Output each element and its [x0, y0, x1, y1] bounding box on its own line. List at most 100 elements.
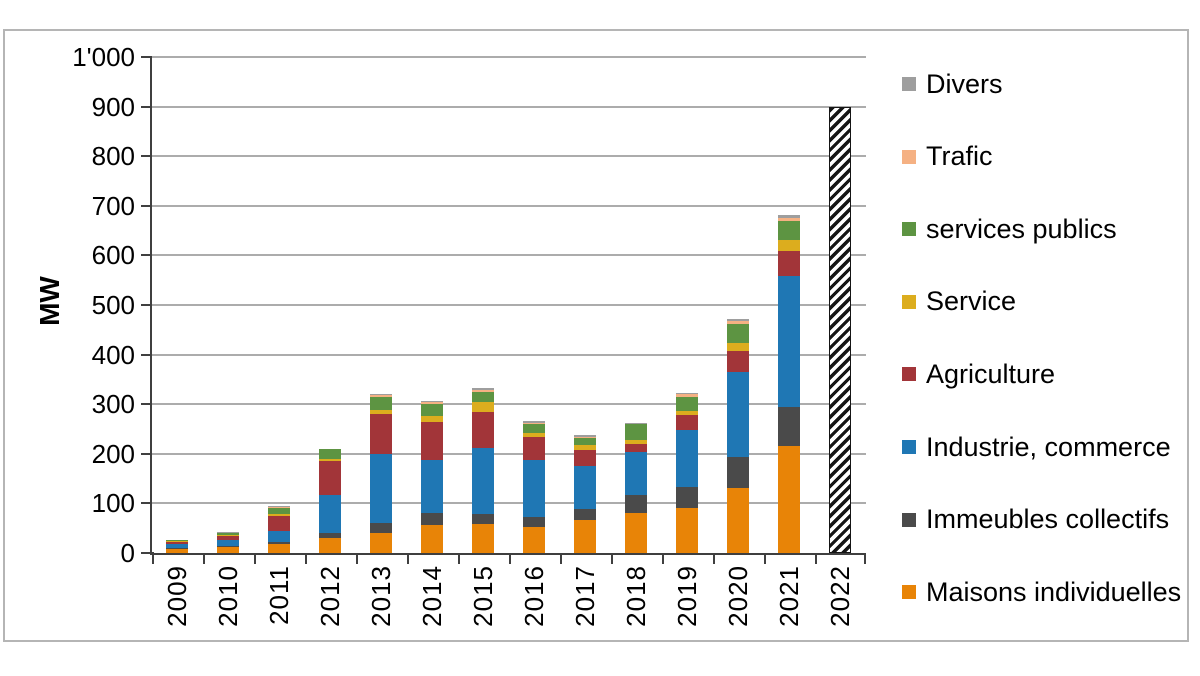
x-axis-year-text: 2013 [366, 565, 396, 627]
x-axis-tick [815, 555, 817, 564]
bar-segment-2014 [421, 416, 443, 423]
bar-segment-2018 [625, 513, 647, 553]
x-axis-tick [203, 555, 205, 564]
bar-segment-2011 [268, 541, 290, 545]
bar-segment-2016 [523, 437, 545, 461]
bar-segment-2010 [217, 535, 239, 540]
bar-segment-2014 [421, 460, 443, 514]
legend-entry: services publics [902, 213, 1117, 245]
bar-segment-2021 [778, 445, 800, 553]
bar-segment-2015 [472, 387, 494, 391]
gridline [152, 56, 866, 58]
y-axis-tick-label: 900 [91, 91, 135, 122]
x-axis-year-text: 2014 [417, 565, 447, 627]
y-axis-tick [141, 56, 154, 58]
gridline [152, 155, 866, 158]
x-axis-year-text: 2009 [162, 565, 192, 627]
y-axis-tick [141, 204, 154, 207]
bar-segment-2016 [523, 433, 545, 438]
legend-label: Service [926, 286, 1017, 317]
bar-segment-2014 [421, 422, 443, 461]
x-axis-year-text: 2019 [672, 565, 702, 627]
plot-area [150, 56, 866, 555]
bar-segment-2021 [778, 214, 800, 219]
x-axis-tick [152, 555, 154, 564]
gridline [152, 304, 866, 306]
bar-segment-2015 [472, 402, 494, 412]
bar-segment-2013 [370, 414, 392, 454]
bar-segment-2015 [472, 411, 494, 449]
bar-segment-2012 [319, 448, 341, 459]
x-axis-category-label: 2022 [815, 565, 866, 637]
gridline [152, 105, 866, 108]
bar-segment-2019 [676, 410, 698, 416]
bar-segment-2018 [625, 440, 647, 445]
bar-segment-2013 [370, 394, 392, 396]
bar-segment-2011 [268, 515, 290, 531]
x-axis-category-label: 2016 [509, 565, 560, 637]
bar-segment-2015 [472, 390, 494, 392]
y-axis-tick-label: 1'000 [72, 42, 135, 72]
legend-swatch [902, 512, 916, 527]
chart-frame: MW 0 100 200 300 400 500 600 700 800 900 1'000 200… [3, 29, 1189, 642]
legend-entry: Industrie, commerce [902, 431, 1171, 463]
y-axis-tick-label: 700 [91, 190, 135, 221]
y-axis-tick-label: 300 [91, 389, 135, 420]
x-axis-category-label: 2013 [356, 565, 407, 637]
bar-segment-2011 [268, 506, 290, 508]
x-axis-tick [407, 555, 409, 564]
bar-segment-2009 [166, 541, 188, 544]
bar-segment-2013 [370, 533, 392, 553]
bar-segment-2018 [625, 494, 647, 514]
bar-segment-2011 [268, 513, 290, 516]
bar-segment-2019 [676, 396, 698, 411]
gridline [152, 254, 866, 257]
x-axis-category-label: 2017 [560, 565, 611, 637]
bar-segment-2017 [574, 508, 596, 521]
bar-segment-2017 [574, 465, 596, 509]
bar-segment-2013 [370, 409, 392, 415]
legend-swatch [902, 77, 916, 91]
y-axis-tick-label: 500 [91, 290, 135, 320]
bar-segment-2019 [676, 394, 698, 397]
bar-segment-2012 [319, 461, 341, 495]
legend-label: services publics [926, 213, 1117, 244]
legend-swatch [902, 149, 916, 164]
x-axis-year-text: 2020 [723, 565, 753, 627]
legend-label: Trafic [926, 141, 993, 172]
x-axis-year-text: 2010 [213, 565, 243, 627]
bar-segment-2013 [370, 453, 392, 524]
legend-entry: Maisons individuelles [902, 576, 1181, 608]
bar-segment-2021 [778, 240, 800, 251]
bar-segment-2011 [268, 530, 290, 542]
x-axis-tick [356, 555, 358, 564]
bar-segment-2019 [676, 415, 698, 430]
bar-segment-2020 [727, 323, 749, 343]
legend-entry: Immeubles collectifs [902, 504, 1169, 536]
gridline [152, 403, 866, 406]
x-axis-year-text: 2018 [621, 565, 651, 627]
bar-segment-2012 [319, 533, 341, 539]
bar-segment-2018 [625, 444, 647, 452]
x-axis-tick [713, 555, 715, 564]
bar-segment-2016 [523, 421, 545, 423]
bar-segment-2010 [217, 532, 239, 535]
bar-segment-2015 [472, 514, 494, 525]
bar-segment-2017 [574, 436, 596, 438]
gridline [152, 452, 866, 455]
y-axis-tick [141, 452, 154, 455]
legend-swatch [902, 294, 916, 309]
gridline [152, 204, 866, 207]
x-axis-tick [305, 555, 307, 564]
x-axis-tick [509, 555, 511, 564]
x-axis-tick [662, 555, 664, 564]
bar-segment-2016 [523, 516, 545, 528]
bar-segment-2019 [676, 486, 698, 509]
bar-segment-2020 [727, 321, 749, 324]
bar-segment-2013 [370, 395, 392, 398]
x-axis-category-label: 2010 [203, 565, 254, 637]
bar-segment-2021 [778, 220, 800, 241]
bar-segment-2013 [370, 523, 392, 534]
x-axis-year-text: 2011 [264, 565, 294, 625]
bar-segment-2009 [166, 543, 188, 548]
